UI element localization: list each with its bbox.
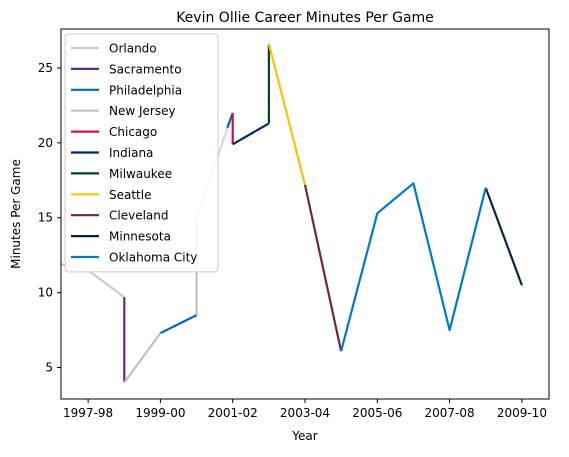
legend-label-new-jersey: New Jersey [109, 104, 176, 118]
legend-label-philadelphia: Philadelphia [109, 83, 182, 97]
y-tick-label: 20 [38, 136, 53, 150]
y-tick-label: 15 [38, 211, 53, 225]
series-line-new-jersey [123, 332, 162, 384]
legend-label-chicago: Chicago [109, 125, 157, 139]
series-line-seattle [267, 43, 307, 186]
x-tick-label: 2005-06 [352, 406, 402, 420]
series-line-philadelphia [159, 314, 198, 335]
legend-label-orlando: Orlando [109, 42, 157, 56]
legend-label-sacramento: Sacramento [109, 62, 182, 76]
legend-label-seattle: Seattle [109, 188, 151, 202]
legend: Orlando Sacramento Philadelphia New Jersey C… [64, 33, 219, 273]
legend-label-cleveland: Cleveland [109, 209, 169, 223]
y-tick-label: 5 [45, 361, 53, 375]
x-tick-label: 1999-00 [135, 406, 185, 420]
y-tick-label: 10 [38, 286, 53, 300]
legend-label-milwaukee: Milwaukee [109, 167, 172, 181]
x-axis: 1997-98 1999-00 2001-02 2003-04 2005-06 2007-… [63, 399, 547, 420]
x-tick-label: 2003-04 [280, 406, 330, 420]
y-axis: 5 10 15 20 25 [38, 61, 61, 375]
legend-label-oklahoma-city: Oklahoma City [109, 251, 197, 265]
legend-label-indiana: Indiana [109, 146, 153, 160]
y-tick-label: 25 [38, 61, 53, 75]
series-line-indiana [232, 122, 270, 146]
x-tick-label: 2007-08 [425, 406, 475, 420]
x-tick-label: 2001-02 [208, 406, 258, 420]
y-axis-label: Minutes Per Game [9, 159, 23, 269]
legend-box [64, 33, 219, 273]
legend-label-minnesota: Minnesota [109, 230, 171, 244]
x-tick-label: 1997-98 [63, 406, 113, 420]
series-line-oklahoma-city [340, 182, 487, 352]
chart-title: Kevin Ollie Career Minutes Per Game [176, 10, 434, 26]
x-tick-label: 2009-10 [497, 406, 547, 420]
series-line-minnesota [484, 187, 523, 286]
series-line-cleveland [303, 184, 343, 352]
x-axis-label: Year [291, 429, 317, 443]
